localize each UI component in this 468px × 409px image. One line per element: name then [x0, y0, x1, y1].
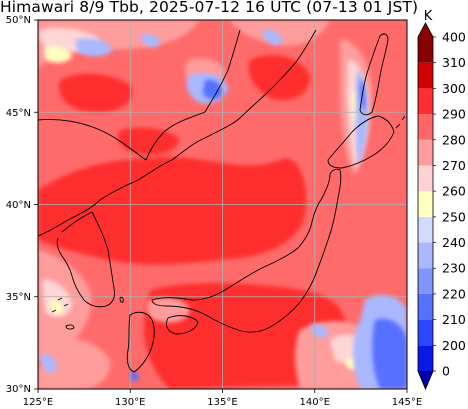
colorbar-swatch — [418, 37, 433, 63]
colorbar-swatch — [418, 62, 433, 89]
colorbar-tick-label: 310 — [442, 55, 466, 70]
yellow-sea-islands — [51, 297, 69, 313]
colorbar-swatch — [418, 216, 433, 243]
kuril-islands — [395, 115, 406, 129]
colorbar-tick-label: 300 — [442, 81, 466, 96]
tsushima-island — [119, 296, 124, 303]
colorbar-swatch — [418, 242, 433, 269]
lat-tick-label: 40°N — [6, 200, 31, 211]
colorbar-swatch — [418, 319, 433, 346]
colorbar-top-cap — [418, 23, 433, 37]
colorbar-extend-triangle — [417, 370, 434, 390]
colorbar-swatch — [418, 293, 433, 320]
kyushu-coast — [126, 311, 155, 373]
tick-marks — [34, 19, 408, 393]
lon-tick-label: 140°E — [300, 397, 330, 408]
colorbar-swatches — [417, 22, 434, 391]
colorbar-swatch — [418, 139, 433, 166]
china-russia-border — [38, 29, 241, 161]
colorbar: K 0 200 210 220 230 240 250 260 270 280 290 300 310 4… — [417, 9, 466, 391]
colorbar-tick-label: 250 — [442, 209, 466, 224]
colorbar-tick-label: 210 — [442, 312, 466, 327]
lat-tick-label: 30°N — [6, 384, 31, 395]
map-gridlines — [38, 20, 407, 389]
colorbar-tick-label: 260 — [442, 184, 466, 199]
lon-tick-label: 145°E — [392, 397, 422, 408]
colorbar-tick-label: 290 — [442, 107, 466, 122]
colorbar-tick-label: 230 — [442, 261, 466, 276]
colorbar-unit-label: K — [424, 9, 433, 24]
colorbar-tick-label: 400 — [442, 30, 466, 45]
colorbar-tick-label: 280 — [442, 132, 466, 147]
colorbar-swatch — [418, 268, 433, 294]
korea-peninsula-coast — [56, 211, 115, 308]
colorbar-tick-label: 240 — [442, 235, 466, 250]
colorbar-swatch — [418, 165, 433, 192]
lat-tick-label: 50°N — [6, 15, 31, 26]
jeju-island — [65, 324, 75, 330]
colorbar-tick-label: 220 — [442, 286, 466, 301]
lat-tick-label: 45°N — [6, 108, 31, 119]
latitude-tick-labels: 30°N 35°N 40°N 45°N 50°N — [6, 15, 31, 395]
korea-border — [61, 211, 93, 233]
honshu-coast — [151, 168, 342, 333]
colorbar-swatch — [418, 345, 433, 371]
colorbar-swatch — [418, 88, 433, 115]
colorbar-tick-labels: 0 200 210 220 230 240 250 260 270 280 290 300 310 400 — [433, 30, 466, 379]
hokkaido-coast — [327, 115, 395, 169]
colorbar-swatch — [418, 191, 433, 217]
lat-tick-label: 35°N — [6, 292, 31, 303]
colorbar-swatch — [418, 114, 433, 140]
colorbar-tick-label: 0 — [442, 364, 450, 379]
warm-core-areas — [38, 55, 346, 389]
lon-tick-label: 130°E — [115, 397, 145, 408]
lon-tick-label: 135°E — [207, 397, 237, 408]
longitude-tick-labels: 125°E 130°E 135°E 140°E 145°E — [23, 397, 422, 408]
coastlines — [38, 29, 406, 373]
asia-mainland-coast — [38, 29, 317, 237]
map-title: Himawari 8/9 Tbb, 2025-07-12 16 UTC (07-… — [0, 0, 419, 16]
sakhalin-coast — [359, 33, 389, 116]
shikoku-coast — [165, 315, 199, 335]
colorbar-tick-label: 270 — [442, 158, 466, 173]
colorbar-tick-label: 200 — [442, 338, 466, 353]
lon-tick-label: 125°E — [23, 397, 53, 408]
